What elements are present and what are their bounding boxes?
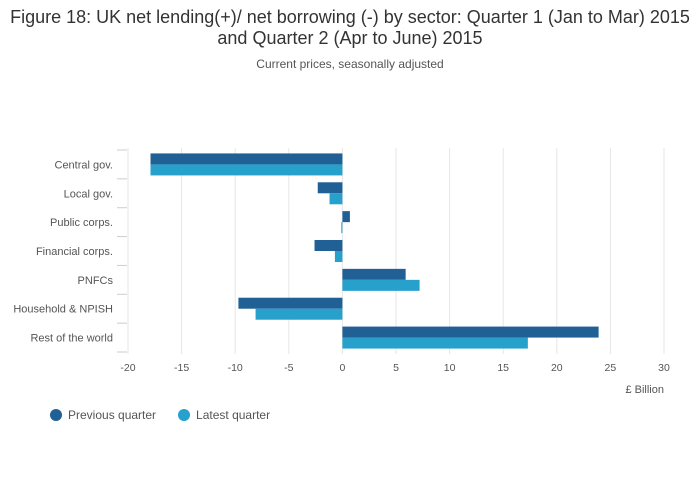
bar-previous[interactable] [342, 268, 406, 280]
bar-previous[interactable] [314, 240, 343, 251]
category-axis: Central gov. Local gov. Public corps. Finan… [13, 149, 127, 353]
x-tick-label: -5 [284, 362, 293, 374]
x-tick-label: 15 [497, 362, 509, 374]
grid-lines [127, 148, 665, 354]
legend: Previous quarter Latest quarter [50, 408, 270, 422]
bar-latest[interactable] [334, 251, 343, 262]
x-tick-label: -15 [174, 362, 189, 374]
bar-latest[interactable] [150, 164, 343, 176]
bar-latest[interactable] [255, 308, 343, 320]
category-label: Household & NPISH [13, 304, 113, 316]
category-label: Financial corps. [36, 246, 113, 258]
bar-previous[interactable] [150, 153, 343, 165]
bar-latest[interactable] [342, 279, 420, 291]
legend-label: Latest quarter [196, 408, 271, 422]
x-tick-label: 10 [444, 362, 456, 374]
category-label: Rest of the world [30, 333, 113, 345]
x-tick-label: 20 [551, 362, 563, 374]
x-tick-label: 30 [658, 362, 670, 374]
x-tick-label: -10 [228, 362, 243, 374]
x-axis: -20 -15 -10 -5 0 5 10 15 20 25 30 [120, 362, 670, 374]
category-label: Local gov. [64, 188, 113, 200]
category-label: PNFCs [78, 275, 114, 287]
bar-latest[interactable] [342, 337, 528, 349]
bar-latest[interactable] [341, 222, 343, 234]
bar-previous[interactable] [342, 326, 599, 338]
bars [150, 153, 599, 349]
chart-subtitle: Current prices, seasonally adjusted [256, 57, 444, 71]
legend-swatch-icon [178, 409, 191, 421]
category-label: Central gov. [55, 159, 114, 171]
legend-item[interactable]: Latest quarter [178, 408, 270, 422]
x-tick-label: -20 [120, 362, 135, 374]
chart-title: Figure 18: UK net lending(+)/ net borrow… [10, 7, 690, 48]
bar-latest[interactable] [329, 193, 343, 205]
legend-item[interactable]: Previous quarter [50, 408, 156, 422]
x-tick-label: 0 [339, 362, 345, 374]
x-axis-label: £ Billion [625, 384, 664, 396]
category-label: Public corps. [50, 217, 113, 229]
legend-swatch-icon [50, 409, 62, 421]
x-tick-label: 25 [605, 362, 617, 374]
x-tick-label: 5 [393, 362, 399, 374]
legend-label: Previous quarter [68, 408, 157, 422]
bar-previous[interactable] [317, 182, 343, 194]
bar-previous[interactable] [238, 297, 343, 309]
bar-previous[interactable] [342, 211, 350, 223]
